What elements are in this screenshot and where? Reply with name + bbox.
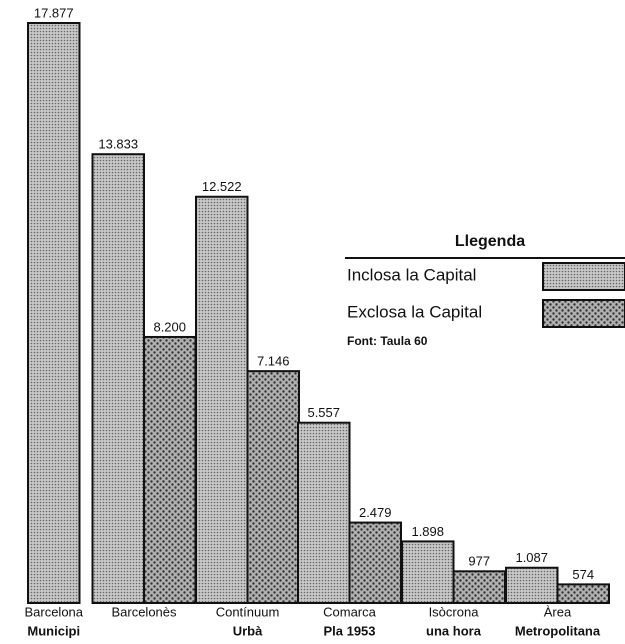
legend-swatch <box>542 299 625 328</box>
x-tick-label: una hora <box>426 623 482 638</box>
x-tick-label: Contínuum <box>216 604 280 619</box>
bar <box>195 195 249 604</box>
x-tick-label: Barcelonès <box>111 604 177 619</box>
legend-title: Llegenda <box>455 233 525 250</box>
bar <box>505 566 559 605</box>
value-label: 13.833 <box>98 137 138 152</box>
value-label: 7.146 <box>257 354 290 369</box>
value-label: 12.522 <box>202 179 242 194</box>
value-label: 1.087 <box>515 550 548 565</box>
value-label: 5.557 <box>307 405 340 420</box>
x-tick-label: Urbà <box>233 623 263 638</box>
bar <box>348 521 402 605</box>
x-tick-label: Comarca <box>323 604 377 619</box>
legend: Llegenda Font: Taula 60 <box>345 233 625 348</box>
x-tick-label: Pla 1953 <box>323 623 375 638</box>
value-label: 17.877 <box>34 5 74 20</box>
legend-label: Exclosa la Capital <box>347 302 482 321</box>
value-label: 977 <box>468 554 490 569</box>
x-tick-label: Barcelona <box>24 604 83 619</box>
x-tick-label: Àrea <box>544 604 572 619</box>
value-label: 8.200 <box>153 319 186 334</box>
x-tick-label: Isòcrona <box>429 604 480 619</box>
bar <box>143 335 197 604</box>
bar <box>556 583 610 605</box>
x-tick-label: Metropolitana <box>515 623 601 638</box>
source-note: Font: Taula 60 <box>347 334 428 348</box>
x-tick-label: Municipi <box>27 623 80 638</box>
bar <box>246 370 300 604</box>
value-label: 574 <box>572 567 594 582</box>
bar <box>401 540 455 605</box>
value-label: 1.898 <box>411 524 444 539</box>
legend-swatch <box>542 262 625 291</box>
bar <box>452 570 506 605</box>
bar <box>297 421 351 605</box>
bar <box>27 22 81 604</box>
bar <box>91 153 145 604</box>
legend-label: Inclosa la Capital <box>347 265 476 284</box>
value-label: 2.479 <box>359 505 392 520</box>
